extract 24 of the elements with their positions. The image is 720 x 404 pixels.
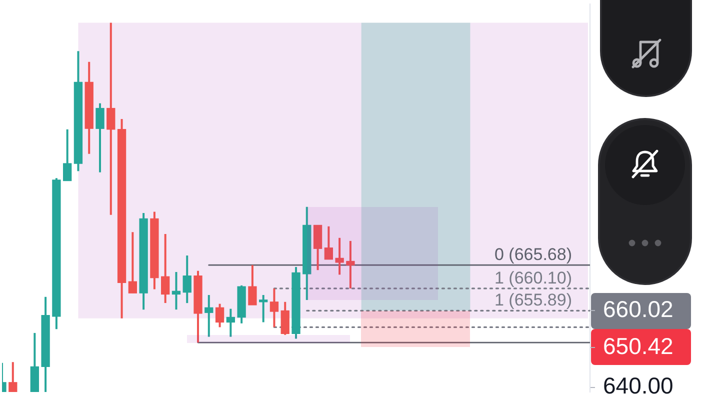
y-tick-label: 660.02 bbox=[603, 296, 674, 322]
candlestick bbox=[96, 102, 104, 174]
annotation: 1 (660.10) bbox=[494, 268, 572, 288]
candlestick bbox=[63, 128, 72, 182]
candlestick bbox=[128, 231, 137, 294]
candlestick bbox=[248, 264, 257, 306]
candlestick bbox=[172, 270, 181, 311]
candlestick bbox=[280, 300, 290, 336]
candlestick bbox=[335, 236, 344, 276]
candlestick bbox=[324, 225, 333, 260]
y-tick-label: 650.42 bbox=[603, 332, 674, 359]
candlestick bbox=[161, 233, 170, 304]
candlestick bbox=[226, 308, 235, 338]
candlestick bbox=[106, 22, 116, 216]
candlestick bbox=[182, 254, 192, 304]
candlestick bbox=[215, 302, 224, 328]
candlestick bbox=[204, 294, 214, 338]
candlestick bbox=[270, 287, 279, 328]
candlestick bbox=[8, 361, 18, 392]
annotation: 1 (655.89) bbox=[494, 290, 572, 310]
candlestick bbox=[346, 240, 355, 290]
y-tick-label: 640.00 bbox=[603, 372, 674, 399]
annotation: 0 (665.68) bbox=[494, 245, 572, 264]
candlestick bbox=[259, 294, 268, 324]
